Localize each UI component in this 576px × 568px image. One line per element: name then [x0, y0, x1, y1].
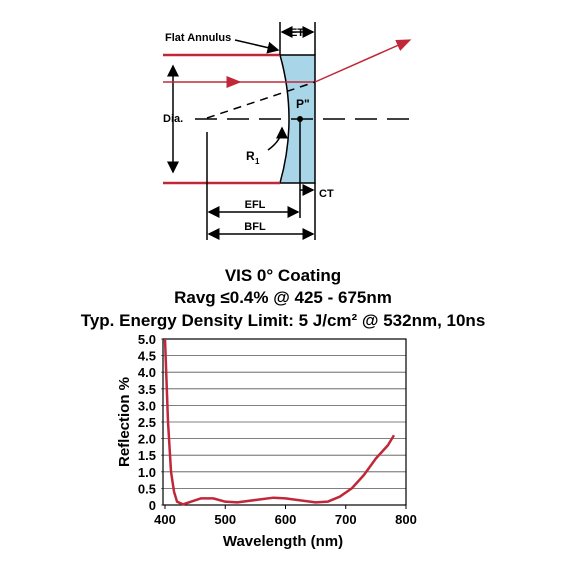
y-tick-label: 4.5 [138, 349, 156, 364]
y-tick-label: 0.5 [138, 481, 156, 496]
y-tick-label: 2.0 [138, 432, 156, 447]
x-axis-label: Wavelength (nm) [223, 533, 343, 550]
y-tick-label: 4.0 [138, 365, 156, 380]
label: EFL [245, 199, 266, 211]
y-tick-label: 3.0 [138, 398, 156, 413]
y-tick-label: 1.0 [138, 465, 156, 480]
y-tick-label: 2.5 [138, 415, 156, 430]
y-tick-label: 3.5 [138, 382, 156, 397]
x-tick-label: 800 [395, 512, 417, 527]
lens-diagram: Flat Annulus ET Dia. P" R 1 CT EFL BFL [163, 22, 412, 240]
label: BFL [244, 221, 266, 233]
label: P" [296, 97, 310, 111]
x-tick-label: 400 [154, 512, 176, 527]
y-tick-label: 0 [149, 498, 156, 513]
label: Dia. [163, 113, 183, 125]
ray [314, 39, 412, 83]
data-line [163, 338, 396, 506]
y-axis-label: Reflection % [116, 377, 133, 467]
y-tick-label: 1.5 [138, 448, 156, 463]
x-tick-label: 600 [275, 512, 297, 527]
label: CT [319, 188, 334, 200]
label: R [246, 149, 255, 163]
y-tick-label: 5.0 [138, 332, 156, 347]
chart-subtitle: Ravg ≤0.4% @ 425 - 675nm [174, 288, 392, 307]
x-tick-label: 700 [335, 512, 357, 527]
virtual-ray [206, 81, 316, 119]
plot-frame [162, 338, 407, 506]
chart-title: VIS 0° Coating [225, 266, 341, 285]
label: ET [290, 27, 304, 39]
chart-subtitle: Typ. Energy Density Limit: 5 J/cm² @ 532… [81, 311, 486, 330]
leader [234, 39, 280, 54]
label: Flat Annulus [165, 32, 231, 44]
x-tick-label: 500 [214, 512, 236, 527]
label: 1 [255, 157, 260, 166]
leader [267, 126, 288, 151]
